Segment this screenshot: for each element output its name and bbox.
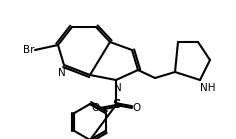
- Text: O: O: [92, 103, 100, 113]
- Text: NH: NH: [200, 83, 215, 93]
- Text: N: N: [114, 83, 122, 93]
- Text: N: N: [58, 68, 66, 78]
- Text: S: S: [112, 99, 120, 111]
- Text: O: O: [132, 103, 140, 113]
- Text: Br: Br: [24, 45, 35, 55]
